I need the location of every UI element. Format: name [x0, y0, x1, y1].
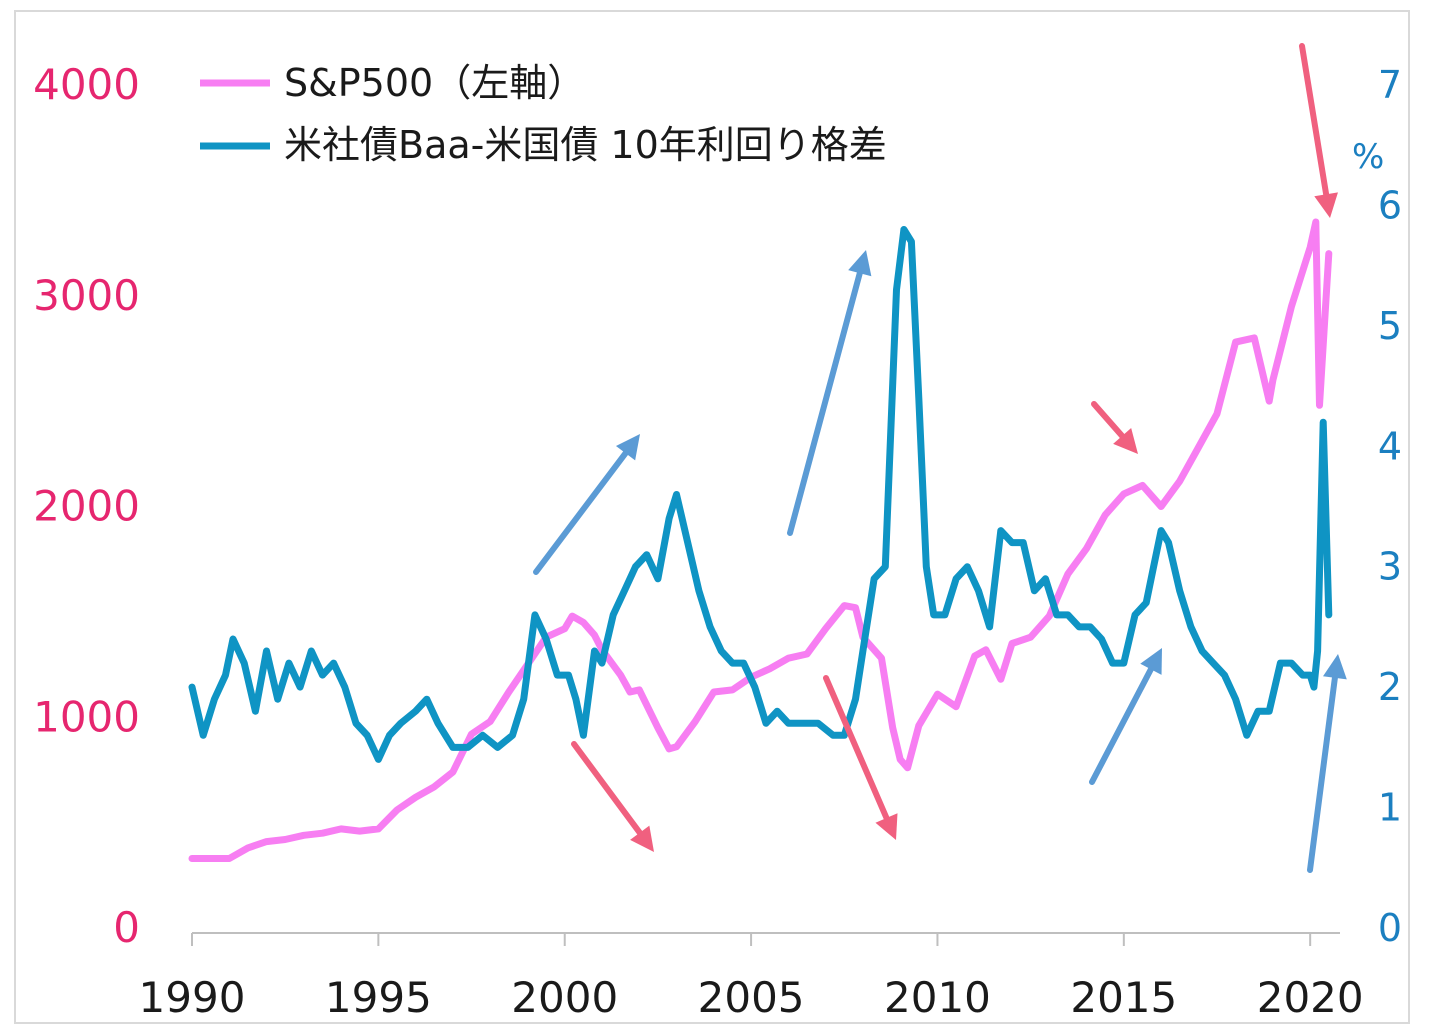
legend-label-sp500: S&P500（左軸） — [284, 61, 585, 105]
y-left-tick-label: 2000 — [33, 482, 140, 531]
y-right-tick-label: 6 — [1378, 183, 1402, 227]
y-right-tick-label: 5 — [1378, 304, 1402, 348]
x-tick-label: 2020 — [1257, 973, 1364, 1022]
x-tick-label: 2000 — [511, 973, 618, 1022]
annotation-arrow — [1299, 43, 1338, 218]
annotation-arrow — [533, 434, 640, 575]
annotation-arrow — [571, 741, 654, 852]
y-right-tick-label: 7 — [1378, 63, 1402, 107]
x-tick-label: 2015 — [1070, 973, 1177, 1022]
annotation-arrow — [1089, 648, 1162, 785]
x-tick-label: 2010 — [884, 973, 991, 1022]
x-tick-label: 1990 — [139, 973, 246, 1022]
y-left-tick-label: 1000 — [33, 692, 140, 741]
annotation-arrow — [1091, 401, 1138, 454]
annotation-arrow — [823, 675, 898, 840]
y-right-tick-label: 0 — [1378, 906, 1402, 950]
y-left-tick-label: 0 — [113, 903, 140, 952]
annotation-arrow — [1307, 654, 1347, 873]
series-line-sp500 — [188, 218, 1333, 862]
y-left-tick-label: 4000 — [33, 60, 140, 109]
y-left-tick-label: 3000 — [33, 271, 140, 320]
annotation-arrows — [533, 43, 1347, 873]
legend-label-spread: 米社債Baa-米国債 10年利回り格差 — [284, 123, 887, 167]
right-axis-unit: % — [1352, 137, 1384, 177]
y-right-tick-label: 3 — [1378, 545, 1402, 589]
series-line-spread — [188, 226, 1333, 763]
y-right-tick-label: 4 — [1378, 424, 1402, 468]
axes — [191, 932, 1340, 946]
y-right-tick-label: 1 — [1378, 786, 1402, 830]
tick-labels: 1990 1995 2000 2005 2010 2015 2020010002000300… — [33, 60, 1402, 1022]
annotation-arrow — [787, 250, 872, 536]
legend: S&P500（左軸） 米社債Baa-米国債 10年利回り格差 — [200, 61, 887, 167]
y-right-tick-label: 2 — [1378, 665, 1402, 709]
x-tick-label: 2005 — [698, 973, 805, 1022]
x-tick-label: 1995 — [325, 973, 432, 1022]
chart-frame — [14, 10, 1410, 1024]
series-layer — [188, 218, 1333, 862]
